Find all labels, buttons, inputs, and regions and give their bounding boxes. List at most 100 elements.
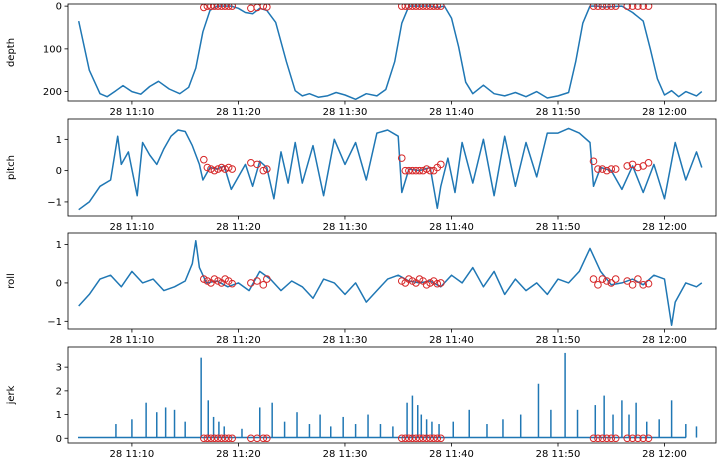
roll-marker (405, 275, 413, 283)
ylabel-pitch: pitch (6, 155, 17, 180)
jerk-marker (628, 434, 637, 443)
pitch-marker (419, 166, 427, 175)
depth-marker (415, 4, 424, 10)
pitch-marker (221, 165, 229, 173)
depth-marker (594, 4, 602, 10)
roll-marker (210, 275, 219, 283)
xtick-label: 28 11:50 (536, 335, 581, 346)
axes-frame-depth (67, 3, 717, 102)
depth-marker (263, 4, 271, 11)
ytick-label: 1 (56, 410, 62, 421)
xtick-label: 28 11:20 (216, 449, 261, 460)
xtick-label: 28 11:10 (110, 222, 155, 233)
depth-marker (634, 4, 642, 10)
depth-marker (603, 4, 611, 10)
pitch-marker (401, 166, 410, 175)
pitch-marker (644, 159, 653, 167)
roll-marker (253, 277, 261, 285)
roll-marker (607, 279, 616, 287)
axes-frame-roll (67, 232, 717, 330)
xtick-label: 28 11:40 (429, 335, 474, 346)
xtick-label: 28 11:10 (110, 335, 155, 346)
ylabel-depth: depth (6, 38, 17, 67)
ylabel-roll: roll (6, 273, 17, 289)
jerk-marker (207, 434, 215, 443)
jerk-marker (210, 434, 219, 443)
xtick-label: 28 11:50 (536, 449, 581, 460)
jerk-marker (224, 434, 233, 443)
depth-marker (623, 4, 632, 10)
pitch-marker (603, 166, 611, 175)
pitch-marker (598, 165, 607, 173)
depth-marker (419, 4, 427, 10)
depth-marker (607, 4, 616, 10)
pitch-marker (207, 165, 215, 173)
depth-marker (408, 4, 417, 10)
depth-marker (628, 4, 637, 10)
xtick-label: 28 11:20 (216, 107, 261, 118)
pitch-marker (263, 165, 271, 173)
jerk-marker (415, 434, 424, 443)
roll-marker (422, 281, 431, 289)
pitch-marker (408, 166, 417, 175)
xtick-label: 28 11:30 (323, 335, 368, 346)
xtick-label: 28 12:00 (642, 335, 687, 346)
roll-marker (259, 281, 268, 289)
xtick-label: 28 12:00 (642, 449, 687, 460)
plot-area-jerk (78, 352, 698, 443)
panel-depth: 0 100 200 28 11:10 28 11:20 28 11:30 28 11:40 2… (6, 2, 717, 118)
xtick-label: 28 12:00 (642, 222, 687, 233)
roll-marker (628, 281, 637, 289)
roll-marker (589, 275, 598, 283)
depth-marker (611, 4, 620, 10)
pitch-marker (228, 165, 237, 173)
depth-marker (429, 4, 438, 10)
xtick-label: 28 11:20 (216, 335, 261, 346)
jerk-marker (401, 434, 410, 443)
ytick-label: 200 (43, 87, 62, 98)
depth-marker (259, 4, 268, 10)
jerk-marker (405, 434, 413, 443)
pitch-marker (611, 165, 620, 173)
roll-marker (598, 275, 607, 283)
roll-marker (433, 279, 442, 288)
depth-marker (644, 4, 653, 10)
panel-pitch: −1 0 1 28 11:10 28 11:20 28 11:30 28 11:40 28 1… (6, 118, 717, 233)
jerk-marker (217, 434, 226, 443)
roll-series-line (78, 239, 703, 326)
jerk-marker (644, 434, 653, 443)
jerk-marker (433, 434, 442, 443)
pitch-marker (634, 163, 642, 172)
pitch-marker (247, 159, 255, 167)
pitch-marker (422, 165, 431, 173)
pitch-marker (426, 166, 434, 175)
depth-marker (224, 4, 233, 10)
xtick-label: 28 11:40 (429, 107, 474, 118)
xtick-label: 28 11:30 (323, 449, 368, 460)
ytick-label: 0 (56, 166, 62, 177)
pitch-marker (412, 166, 420, 175)
jerk-marker (429, 434, 438, 443)
roll-marker (437, 279, 445, 287)
jerk-marker (408, 434, 417, 443)
jerk-marker (397, 434, 406, 443)
depth-marker (207, 4, 215, 10)
depth-marker (405, 4, 413, 10)
xtick-label: 28 12:00 (642, 107, 687, 118)
roll-marker (639, 281, 648, 289)
pitch-marker (200, 155, 208, 164)
depth-series-line (77, 5, 703, 101)
jerk-marker (603, 434, 611, 443)
xtick-label: 28 11:10 (110, 449, 155, 460)
panel-jerk: 0 1 2 3 28 11:10 28 11:20 28 11:30 28 11:40 28 1… (6, 346, 717, 460)
ytick-label: 0 (56, 278, 62, 289)
depth-marker (401, 4, 410, 10)
depth-marker (217, 4, 226, 10)
xtick-label: 28 11:30 (323, 107, 368, 118)
roll-marker (644, 279, 653, 288)
roll-marker (221, 275, 229, 283)
roll-marker (203, 277, 212, 285)
jerk-marker (412, 434, 420, 443)
plot-area-roll (78, 239, 703, 326)
